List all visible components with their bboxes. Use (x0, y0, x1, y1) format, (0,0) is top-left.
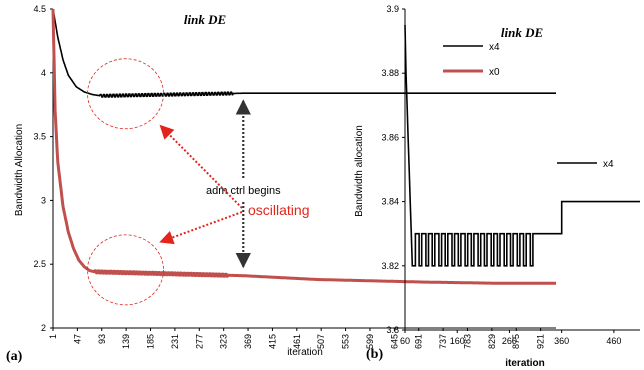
chart-b-legend-label: x4 (603, 159, 614, 170)
chart-a-x-tick-label: 323 (219, 334, 229, 349)
chart-a-x-ticks: 1 47 93 139 185 231 277 323 369 415 461 507 553 599 64… (48, 328, 546, 349)
chart-b-x-tick-label: 460 (606, 336, 621, 346)
chart-panel-b: 3.8 3.82 3.84 3.86 3.88 3.9 60 160 260 360 460 li… (354, 4, 640, 369)
chart-a-oscillation-circle-bottom (87, 234, 164, 306)
chart-b-y-tick-label: 3.8 (386, 325, 399, 335)
chart-b-title: link DE (501, 25, 544, 40)
chart-a-series (51, 8, 557, 285)
chart-a-annotations: adm ctrl begins oscillating (87, 58, 309, 306)
chart-a-panel-label: (a) (6, 349, 23, 364)
chart-a-annotation-adm-ctrl: adm ctrl begins (206, 185, 281, 197)
chart-a-y-axis-title: Bandwidth Allocation (14, 124, 25, 216)
chart-b-x-tick-label: 160 (450, 336, 465, 346)
chart-a-annotation-oscillating: oscillating (248, 202, 309, 218)
chart-a-x-tick-label: 691 (414, 334, 424, 349)
chart-a-x-tick-label: 1 (48, 334, 58, 339)
chart-b-x-tick-label: 60 (400, 336, 410, 346)
chart-a-osc-arrow-top (159, 124, 243, 209)
chart-a-legend-label: x4 (489, 42, 500, 53)
chart-b-y-tick-label: 3.84 (381, 197, 399, 207)
chart-b-legend: x4 (557, 159, 614, 170)
chart-b-series (404, 24, 640, 267)
chart-a-title: link DE (184, 12, 227, 27)
chart-a-x-tick-label: 461 (292, 334, 302, 349)
chart-a-x-tick-label: 47 (72, 334, 82, 344)
chart-b-y-axis-title: Bandwidth allocation (354, 125, 365, 217)
chart-a-x-tick-label: 553 (341, 334, 351, 349)
chart-a-x-tick-label: 277 (194, 334, 204, 349)
chart-a-x-tick-label: 921 (536, 334, 546, 349)
chart-a-y-ticks: 2 2.5 3 3.5 4 4.5 (33, 4, 53, 333)
chart-a-y-tick-label: 3 (41, 195, 46, 205)
chart-a-y-tick-label: 3.5 (33, 132, 46, 142)
chart-a-series-line-x0 (51, 8, 557, 285)
chart-a-osc-arrow-bottom (159, 211, 243, 245)
chart-b-series-line-x4 (404, 24, 640, 267)
chart-b-y-tick-label: 3.88 (381, 68, 399, 78)
chart-a-legend-label: x0 (489, 67, 500, 78)
chart-a-x-tick-label: 93 (97, 334, 107, 344)
chart-a-x-tick-label: 645 (389, 334, 399, 349)
chart-a-x-tick-label: 185 (146, 334, 156, 349)
chart-a-series-line-x4 (52, 8, 557, 98)
chart-a-x-tick-label: 875 (511, 334, 521, 349)
chart-a-x-axis-title: iteration (287, 347, 323, 358)
chart-a-x-tick-label: 231 (170, 334, 180, 349)
chart-b-y-tick-label: 3.82 (381, 261, 399, 271)
chart-b-x-tick-label: 360 (554, 336, 569, 346)
chart-a-x-tick-label: 829 (487, 334, 497, 349)
chart-b-y-ticks: 3.8 3.82 3.84 3.86 3.88 3.9 (381, 4, 405, 335)
chart-a-oscillation-circle-top (87, 58, 164, 130)
chart-b-x-axis-title: iteration (505, 358, 544, 369)
chart-b-x-ticks: 60 160 260 360 460 (400, 330, 621, 346)
chart-a-x-tick-label: 415 (267, 334, 277, 349)
chart-a-x-tick-label: 507 (316, 334, 326, 349)
chart-a-legend: x4 x0 (443, 42, 500, 78)
chart-panel-a: 2 2.5 3 3.5 4 4.5 1 47 93 139 185 231 277 323 369 415 4… (6, 4, 557, 364)
chart-a-x-tick-label: 369 (243, 334, 253, 349)
chart-a-y-tick-label: 4.5 (33, 4, 46, 14)
chart-a-x-tick-label: 737 (438, 334, 448, 349)
chart-b-x-tick-label: 260 (502, 336, 517, 346)
chart-a-y-tick-label: 2.5 (33, 259, 46, 269)
chart-a-x-tick-label: 599 (365, 334, 375, 349)
chart-b-panel-label: (b) (366, 347, 383, 362)
chart-a-y-tick-label: 2 (41, 323, 46, 333)
chart-a-x-tick-label: 139 (121, 334, 131, 349)
chart-a-y-tick-label: 4 (41, 68, 46, 78)
chart-b-y-tick-label: 3.9 (386, 4, 399, 14)
chart-a-x-tick-label: 783 (462, 334, 472, 349)
chart-b-y-tick-label: 3.86 (381, 132, 399, 142)
